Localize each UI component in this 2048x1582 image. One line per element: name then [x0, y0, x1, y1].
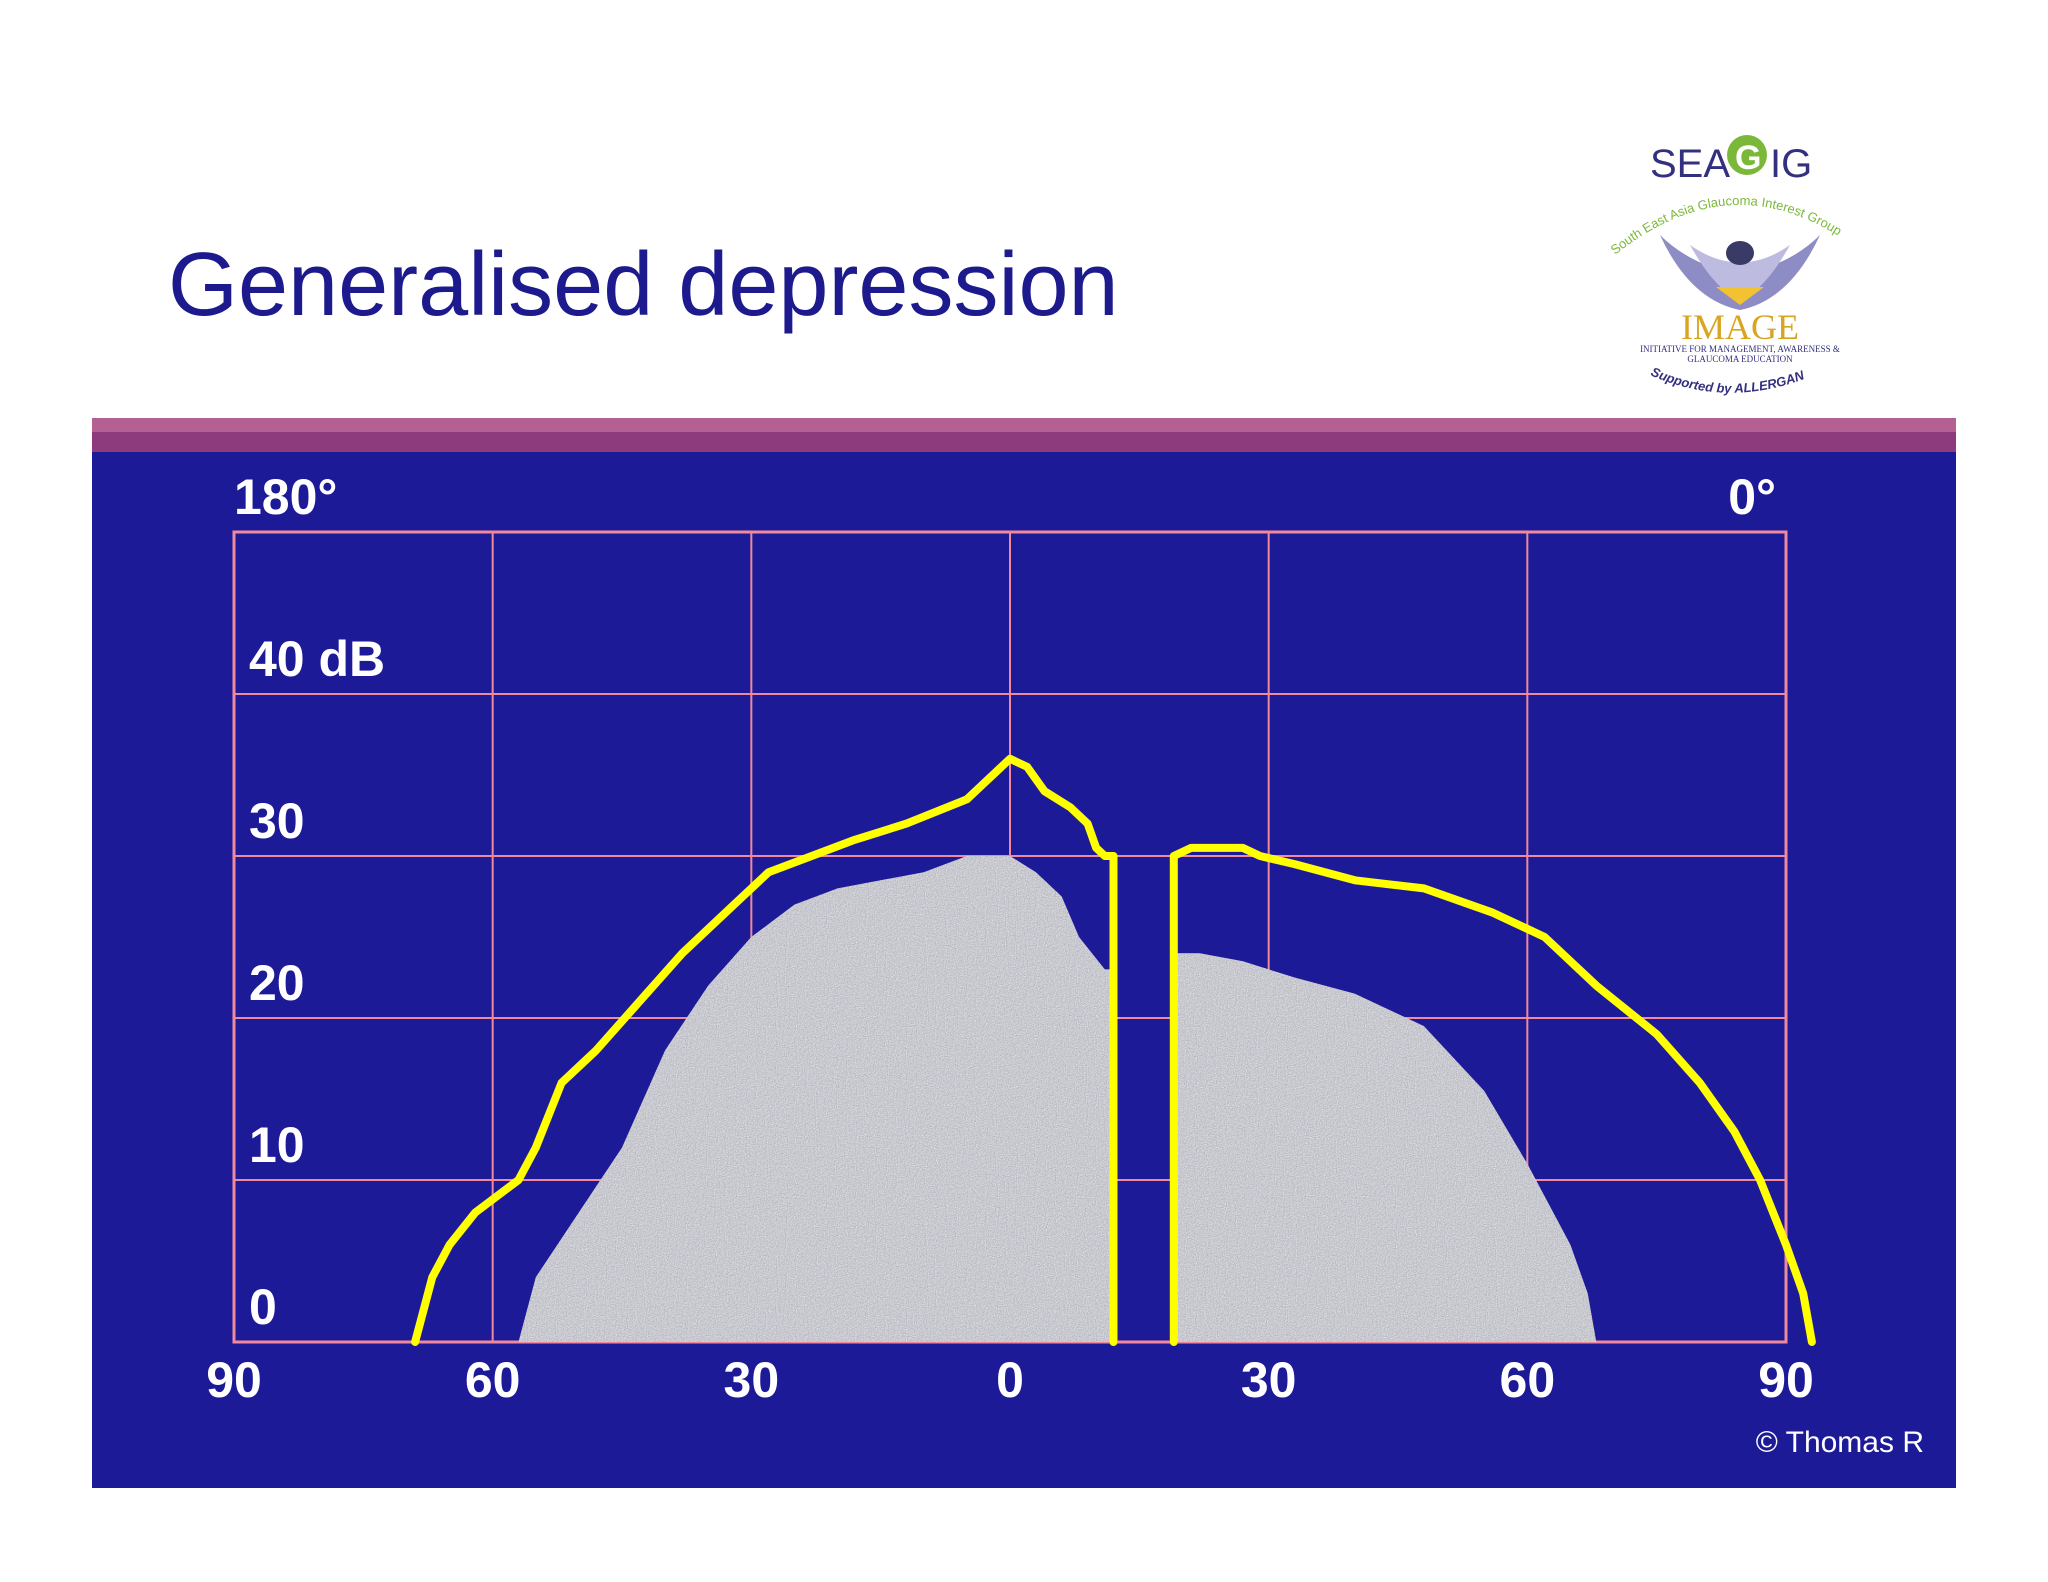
header-band-top [92, 418, 1956, 432]
logo-image-text: IMAGE [1681, 307, 1799, 347]
x-tick-label: 30 [724, 1352, 780, 1408]
svg-text:IG: IG [1770, 142, 1812, 186]
y-tick-label: 10 [249, 1117, 305, 1173]
outline-segment-right [1169, 843, 1816, 1346]
x-tick-label: 30 [1241, 1352, 1297, 1408]
sensitivity-fill [518, 856, 1597, 1342]
svg-text:G: G [1735, 139, 1761, 177]
sensitivity-texture-right [1173, 953, 1597, 1342]
x-tick-label: 90 [1758, 1352, 1814, 1408]
seagig-logo-graphic: SEA G IG South East Asia Glaucoma Intere… [1608, 135, 1845, 396]
x-tick-label: 60 [465, 1352, 521, 1408]
normal-hill-outline [411, 754, 1816, 1346]
seagig-logo-name: SEA [1650, 142, 1730, 186]
axis-labels: 90 60 30 0 30 60 90 40 dB 30 20 10 0 180° 0° [206, 469, 1814, 1408]
corner-label-left: 180° [234, 469, 337, 525]
x-tick-label: 0 [996, 1352, 1024, 1408]
chart-panel: 90 60 30 0 30 60 90 40 dB 30 20 10 0 180° 0° © Thomas… [92, 452, 1956, 1488]
corner-label-right: 0° [1728, 469, 1776, 525]
y-tick-label: 30 [249, 793, 305, 849]
sensitivity-texture-left [518, 856, 1114, 1342]
y-tick-label: 20 [249, 955, 305, 1011]
x-tick-label: 60 [1500, 1352, 1556, 1408]
logo-initiative: INITIATIVE FOR MANAGEMENT, AWARENESS & G… [1640, 345, 1840, 364]
x-tick-label: 90 [206, 1352, 262, 1408]
credit: © Thomas R [1755, 1426, 1924, 1459]
visual-field-chart: 90 60 30 0 30 60 90 40 dB 30 20 10 0 180° 0° [206, 469, 1816, 1408]
y-tick-label: 40 dB [249, 631, 385, 687]
header-band-bottom [92, 432, 1956, 452]
outline-segment-left [411, 754, 1118, 1346]
seagig-logo: SEA G IG South East Asia Glaucoma Intere… [1590, 125, 1890, 415]
slide-title: Generalised depression [168, 235, 1119, 335]
y-tick-label: 0 [249, 1279, 277, 1335]
